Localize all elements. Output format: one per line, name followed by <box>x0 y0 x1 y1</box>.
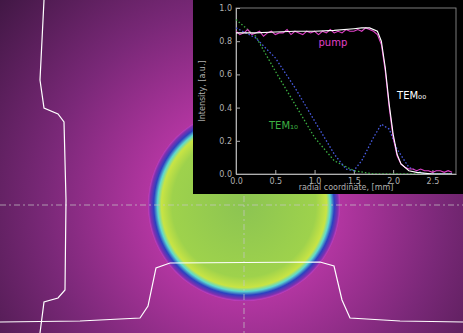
y-tick: 0.4 <box>219 104 240 113</box>
crosshair-horizontal <box>0 205 463 206</box>
y-tick-mark <box>236 74 240 75</box>
series-line <box>236 20 452 174</box>
plot-frame <box>236 8 456 174</box>
x-tick-label: 0.0 <box>230 177 243 186</box>
figure: 0.00.51.01.52.02.50.00.20.40.60.81.0radi… <box>0 0 463 333</box>
annotation: pump <box>319 37 348 48</box>
photo-background <box>0 0 463 333</box>
y-tick-label: 1.0 <box>219 4 232 13</box>
y-tick-mark <box>236 108 240 109</box>
y-tick-label: 0.6 <box>219 70 232 79</box>
y-tick-label: 0.8 <box>219 37 232 46</box>
x-axis-title: radial coordinate, [mm] <box>299 183 394 192</box>
inset-background <box>193 0 463 194</box>
x-tick: 0.5 <box>269 170 282 186</box>
y-axis-title: Intensity, [a.u.] <box>198 60 207 121</box>
y-tick: 0.6 <box>219 70 240 79</box>
x-tick-mark <box>315 170 316 174</box>
y-tick: 0.8 <box>219 37 240 46</box>
series-line <box>236 28 452 172</box>
y-tick-label: 0.4 <box>219 104 232 113</box>
y-tick-label: 0.2 <box>219 137 232 146</box>
annotation: TEM₁₀ <box>268 120 298 131</box>
y-tick-mark <box>236 141 240 142</box>
y-tick-mark <box>236 8 240 9</box>
chart-root: 0.00.51.01.52.02.50.00.20.40.60.81.0radi… <box>0 0 463 333</box>
series-line <box>236 28 452 174</box>
y-tick-label: 0.0 <box>219 170 232 179</box>
horizontal-profile-trace <box>0 262 463 322</box>
y-axis: 0.0 0.2 0.4 0.6 0.8 1.0 <box>219 4 240 179</box>
vertical-profile-trace <box>40 0 66 333</box>
y-tick: 1.0 <box>219 4 240 13</box>
y-tick: 0.0 <box>219 170 240 179</box>
y-tick-mark <box>236 41 240 42</box>
x-tick-mark <box>275 170 276 174</box>
plot-area <box>236 20 452 174</box>
y-tick-mark <box>236 174 240 175</box>
x-axis-line <box>237 174 457 175</box>
x-tick-label: 0.5 <box>269 177 282 186</box>
y-tick: 0.2 <box>219 137 240 146</box>
x-tick-label: 2.5 <box>427 177 440 186</box>
series-line <box>236 28 452 174</box>
annotation: TEM₀₀ <box>396 90 426 101</box>
